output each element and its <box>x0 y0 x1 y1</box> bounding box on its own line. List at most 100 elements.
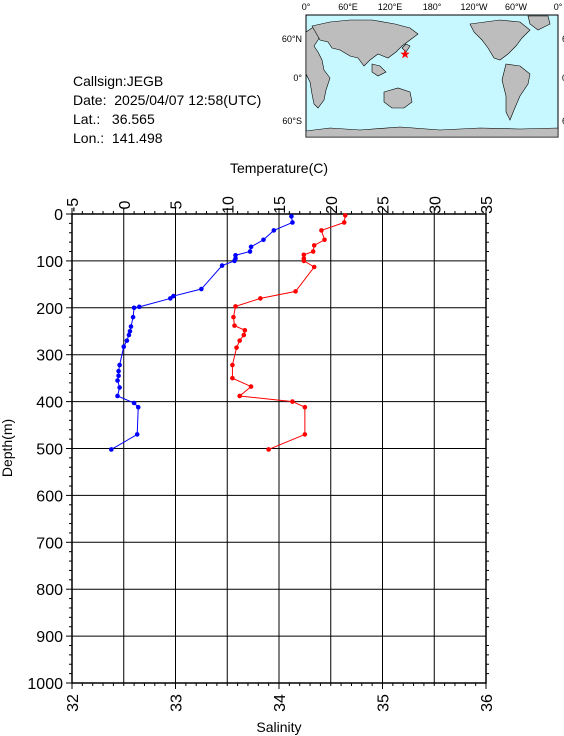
temperature-data-point <box>124 338 130 343</box>
map-longitude-label: 0° <box>302 2 311 12</box>
salinity-data-point <box>293 289 298 294</box>
salinity-data-point <box>319 228 324 233</box>
depth-tick-label: 300 <box>36 348 63 365</box>
salinity-data-point <box>301 258 307 264</box>
temperature-data-point <box>130 314 136 320</box>
map-latitude-label: 60°N <box>282 34 302 44</box>
callsign-text: Callsign:JEGB <box>73 73 164 89</box>
temperature-data-point <box>136 304 142 310</box>
temperature-data-point <box>134 432 140 437</box>
temperature-axis-label: Temperature(C) <box>230 160 328 176</box>
salinity-data-point <box>266 447 271 452</box>
temperature-data-point <box>115 393 120 399</box>
temperature-tick-label: 35 <box>479 196 496 214</box>
temperature-data-point <box>271 228 277 233</box>
temperature-data-point <box>232 258 237 264</box>
salinity-data-point <box>342 213 348 218</box>
temperature-data-point <box>127 328 133 334</box>
depth-tick-label: 1000 <box>27 676 63 693</box>
temperature-tick-label: 0 <box>117 200 134 209</box>
salinity-data-point <box>310 249 316 254</box>
salinity-data-point <box>230 375 235 381</box>
map-longitude-labels: 0° 60°E 120°E 180° 120°W 60°W 0° <box>302 2 563 12</box>
map-latitude-labels-right: 60°N 0° 60°S <box>562 34 564 126</box>
temperature-tick-label: 5 <box>169 200 186 209</box>
axis-ticks <box>66 208 489 689</box>
salinity-data-point <box>231 314 236 320</box>
salinity-data-point <box>248 384 254 389</box>
salinity-data-point <box>302 432 308 437</box>
temperature-data-point <box>126 332 132 338</box>
longitude-text: Lon.: 141.498 <box>73 130 163 146</box>
salinity-data-point <box>290 399 295 404</box>
temperature-data-point <box>115 378 120 383</box>
salinity-data-point <box>237 393 242 399</box>
depth-tick-label: 100 <box>36 254 63 271</box>
temperature-tick-label: 30 <box>427 196 444 214</box>
map-latitude-labels-left: 60°N 0° 60°S <box>282 34 303 126</box>
salinity-data-point <box>242 328 248 333</box>
temperature-profile-line <box>111 216 294 450</box>
temperature-data-point <box>261 237 266 243</box>
salinity-tick-labels: 32 33 34 35 36 <box>65 694 496 712</box>
map-latitude-label-right: 0° <box>562 73 564 83</box>
depth-tick-label: 200 <box>36 301 63 318</box>
map-land-south-america <box>501 63 531 121</box>
depth-tick-label: 400 <box>36 395 63 412</box>
temperature-data-point <box>219 263 225 268</box>
world-map: 0° 60°E 120°E 180° 120°W 60°W 0° 60°N 0° 60°S 60… <box>282 2 564 138</box>
salinity-data-point <box>311 243 317 248</box>
temperature-data-point <box>117 385 122 390</box>
salinity-data-point <box>302 404 308 410</box>
temperature-data-point <box>247 249 253 254</box>
salinity-data-point <box>341 220 347 225</box>
depth-tick-label: 900 <box>36 629 63 646</box>
chart-grid <box>71 213 487 684</box>
salinity-data-point <box>311 264 317 270</box>
map-land-greenland <box>527 15 551 31</box>
temperature-data-point <box>116 373 121 379</box>
temperature-tick-label: 10 <box>220 196 237 214</box>
salinity-tick-label: 33 <box>169 694 186 712</box>
salinity-data-point <box>230 362 235 368</box>
temperature-data-point <box>131 400 137 406</box>
map-land-eurasia <box>311 19 419 67</box>
temperature-tick-label: 15 <box>272 196 289 214</box>
station-marker <box>400 49 410 59</box>
salinity-tick-label: 35 <box>376 694 393 712</box>
salinity-data-point <box>301 252 307 258</box>
depth-tick-label: 700 <box>36 535 63 552</box>
map-latitude-label-right: 60°N <box>562 34 564 44</box>
temperature-data-point <box>168 296 173 301</box>
salinity-data-point <box>258 296 263 301</box>
temperature-data-point <box>117 362 122 368</box>
temperature-tick-label: -5 <box>65 198 82 212</box>
salinity-axis-label: Salinity <box>256 719 301 735</box>
temperature-data-point <box>233 252 238 258</box>
map-longitude-label: 180° <box>423 2 442 12</box>
salinity-data-point <box>237 338 242 343</box>
map-latitude-label: 0° <box>293 73 302 83</box>
date-text: Date: 2025/04/07 12:58(UTC) <box>73 92 262 108</box>
salinity-data-point <box>322 237 327 243</box>
temperature-tick-labels: -5 0 5 10 15 20 25 30 35 <box>65 196 496 214</box>
profile-series <box>109 213 348 452</box>
station-star-icon <box>400 49 410 59</box>
salinity-data-point <box>241 332 247 338</box>
map-longitude-label: 60°E <box>338 2 358 12</box>
salinity-data-point <box>234 345 239 350</box>
temperature-data-point <box>135 404 141 410</box>
salinity-tick-label: 36 <box>479 694 496 712</box>
map-latitude-label: 60°S <box>282 116 302 126</box>
temperature-data-point <box>128 324 134 329</box>
map-land-australia <box>383 87 413 109</box>
map-land-antarctica <box>305 126 559 138</box>
temperature-data-point <box>121 344 127 350</box>
depth-tick-label: 600 <box>36 488 63 505</box>
station-info: Callsign:JEGB Date: 2025/04/07 12:58(UTC… <box>73 72 261 148</box>
salinity-data-point <box>233 304 238 309</box>
latitude-text: Lat.: 36.565 <box>73 111 155 127</box>
depth-axis-label: Depth(m) <box>0 419 15 477</box>
temperature-data-point <box>248 244 254 250</box>
